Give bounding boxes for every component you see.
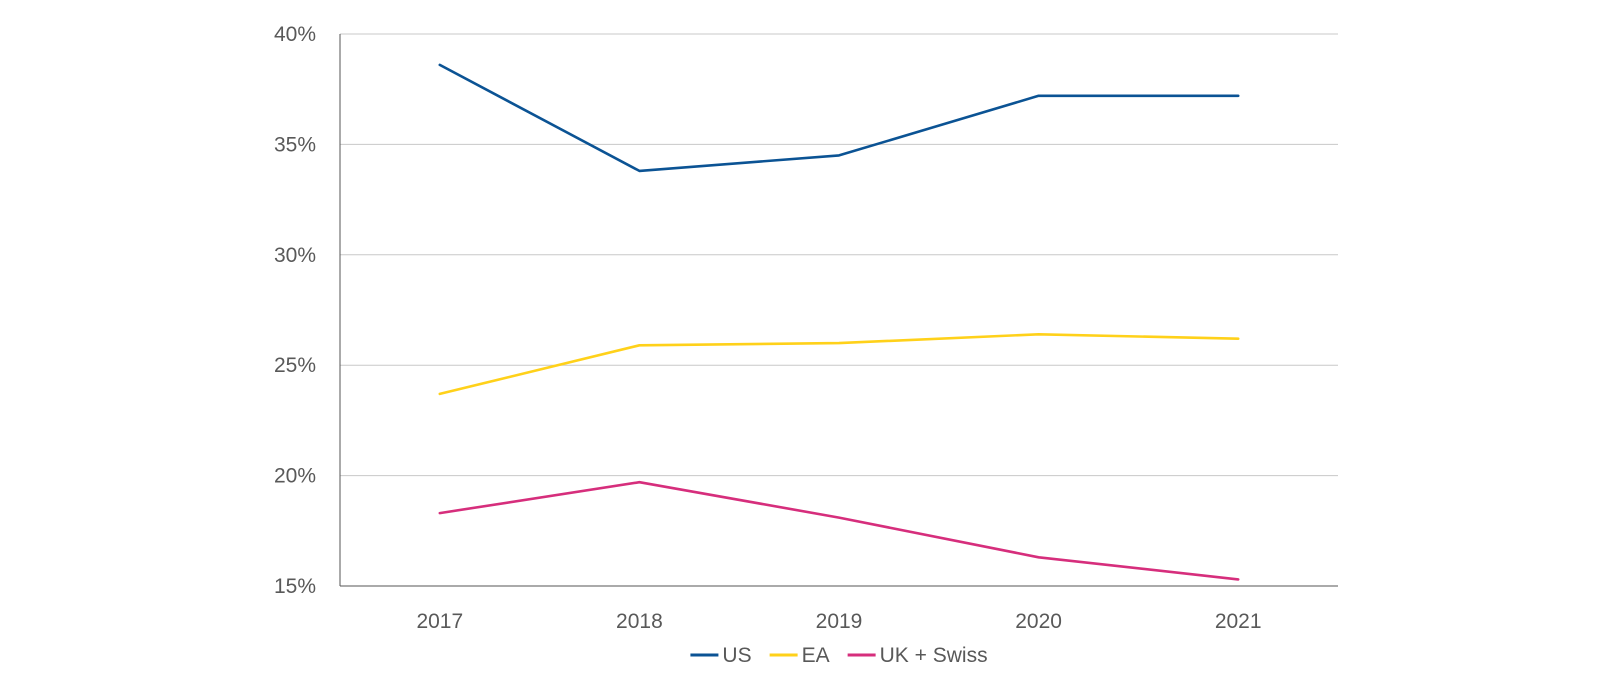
series-line-ea <box>438 332 1240 396</box>
x-tick-label: 2020 <box>1015 610 1062 633</box>
y-tick-label: 40% <box>274 23 316 46</box>
y-tick-label: 20% <box>274 465 316 488</box>
legend-item-us: US <box>690 644 752 667</box>
axes <box>339 34 1338 587</box>
y-tick-label: 15% <box>274 575 316 598</box>
legend-label: US <box>722 644 751 667</box>
series-line-us <box>438 63 1240 173</box>
x-tick-label: 2017 <box>416 610 463 633</box>
x-tick-label: 2019 <box>816 610 863 633</box>
y-tick-label: 25% <box>274 354 316 377</box>
legend-item-ea: EA <box>769 644 830 667</box>
series-lines <box>438 63 1240 581</box>
x-tick-label: 2021 <box>1215 610 1262 633</box>
y-tick-label: 30% <box>274 244 316 267</box>
x-tick-labels: 2017 2018 2019 2020 2021 <box>416 610 1261 633</box>
series-line-uk-swiss <box>438 480 1240 581</box>
gridlines <box>340 33 1338 477</box>
y-tick-labels: 15% 20% 25% 30% 35% 40% <box>274 23 316 598</box>
legend: US EA UK + Swiss <box>690 644 988 667</box>
x-tick-label: 2018 <box>616 610 663 633</box>
y-tick-label: 35% <box>274 133 316 156</box>
legend-item-uk-swiss: UK + Swiss <box>847 644 988 667</box>
legend-label: UK + Swiss <box>880 644 988 667</box>
legend-label: EA <box>802 644 830 667</box>
